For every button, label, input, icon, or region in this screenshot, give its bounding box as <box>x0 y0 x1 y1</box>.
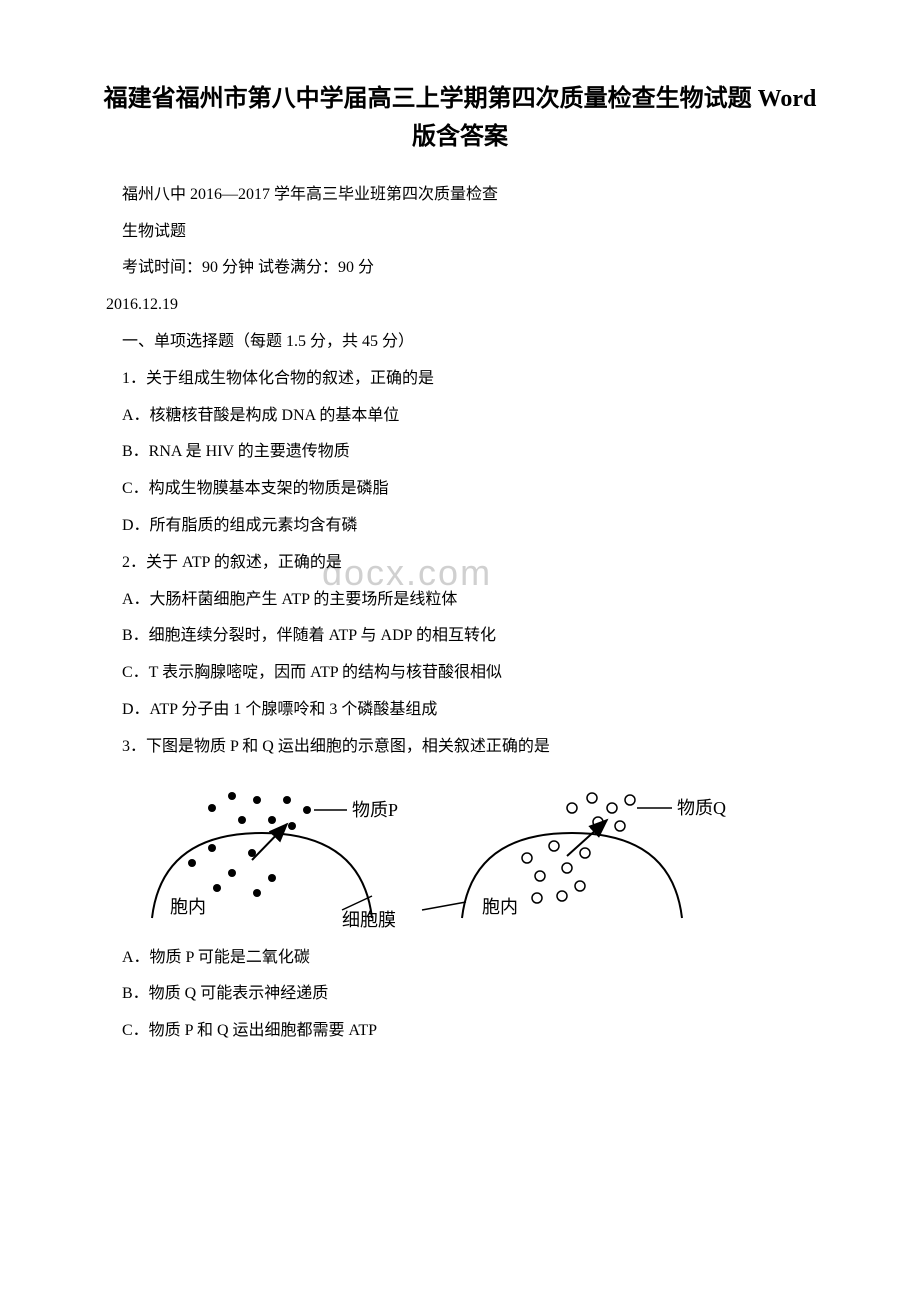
question-option: A．物质 P 可能是二氧化碳 <box>90 944 830 973</box>
cell-transport-diagram: 物质P 胞内 细胞膜 物质Q 胞内 <box>122 778 742 928</box>
label-leader-line <box>422 902 466 910</box>
diagram-svg: 物质P 胞内 细胞膜 物质Q 胞内 <box>122 778 742 928</box>
question-option: A．大肠杆菌细胞产生 ATP 的主要场所是线粒体 <box>90 586 830 615</box>
left-outside-dots <box>208 792 311 830</box>
question-stem: 1．关于组成生物体化合物的叙述，正确的是 <box>90 365 830 394</box>
question-option: C．构成生物膜基本支架的物质是磷脂 <box>90 475 830 504</box>
left-transport-arrow <box>252 824 287 860</box>
question-option: D．ATP 分子由 1 个腺嘌呤和 3 个磷酸基组成 <box>90 696 830 725</box>
membrane-label: 细胞膜 <box>342 910 396 928</box>
question-stem: 2．关于 ATP 的叙述，正确的是 <box>122 554 342 571</box>
question-option: B．RNA 是 HIV 的主要遗传物质 <box>90 438 830 467</box>
question-stem-with-watermark: docx.com 2．关于 ATP 的叙述，正确的是 <box>90 549 830 578</box>
exam-meta: 考试时间：90 分钟 试卷满分：90 分 <box>90 254 830 283</box>
question-option: B．物质 Q 可能表示神经递质 <box>90 980 830 1009</box>
question-option: D．所有脂质的组成元素均含有磷 <box>90 512 830 541</box>
question-option: C．物质 P 和 Q 运出细胞都需要 ATP <box>90 1017 830 1046</box>
label-leader-line <box>342 896 372 910</box>
document-title: 福建省福州市第八中学届高三上学期第四次质量检查生物试题 Word 版含答案 <box>90 80 830 157</box>
right-inside-circles <box>522 841 590 903</box>
question-option: C．T 表示胸腺嘧啶，因而 ATP 的结构与核苷酸很相似 <box>90 659 830 688</box>
subtitle: 福州八中 2016—2017 学年高三毕业班第四次质量检查 <box>90 181 830 210</box>
inside-label-right: 胞内 <box>482 897 518 917</box>
substance-q-label: 物质Q <box>677 798 726 818</box>
question-option: A．核糖核苷酸是构成 DNA 的基本单位 <box>90 402 830 431</box>
section-header: 一、单项选择题（每题 1.5 分，共 45 分） <box>90 328 830 357</box>
left-inside-dots <box>188 844 276 897</box>
question-option: B．细胞连续分裂时，伴随着 ATP 与 ADP 的相互转化 <box>90 622 830 651</box>
inside-label-left: 胞内 <box>170 897 206 917</box>
question-stem: 3．下图是物质 P 和 Q 运出细胞的示意图，相关叙述正确的是 <box>90 733 830 762</box>
exam-date: 2016.12.19 <box>90 291 830 320</box>
subject-label: 生物试题 <box>90 218 830 247</box>
substance-p-label: 物质P <box>352 800 398 820</box>
